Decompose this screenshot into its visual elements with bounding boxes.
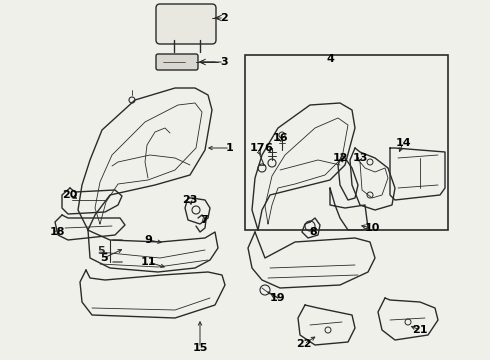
Text: 22: 22 <box>296 339 312 349</box>
Text: 13: 13 <box>352 153 368 163</box>
Text: 8: 8 <box>309 227 317 237</box>
Text: 5: 5 <box>100 253 108 263</box>
Text: 17: 17 <box>249 143 265 153</box>
Text: 12: 12 <box>332 153 348 163</box>
Text: 3: 3 <box>220 57 228 67</box>
Text: 18: 18 <box>49 227 65 237</box>
Text: 11: 11 <box>140 257 156 267</box>
FancyBboxPatch shape <box>156 54 198 70</box>
Text: 21: 21 <box>412 325 428 335</box>
Text: 1: 1 <box>226 143 234 153</box>
Text: 23: 23 <box>182 195 197 205</box>
Text: 4: 4 <box>326 54 334 64</box>
Text: 20: 20 <box>62 190 78 200</box>
Bar <box>245 55 448 230</box>
Text: 19: 19 <box>269 293 285 303</box>
Text: 16: 16 <box>272 133 288 143</box>
Text: 10: 10 <box>364 223 380 233</box>
Text: 2: 2 <box>220 13 228 23</box>
Text: 5: 5 <box>98 246 105 256</box>
Text: 14: 14 <box>395 138 411 148</box>
Text: 9: 9 <box>144 235 152 245</box>
FancyBboxPatch shape <box>156 4 216 44</box>
Text: 15: 15 <box>192 343 208 353</box>
Text: 7: 7 <box>200 215 208 225</box>
Text: 6: 6 <box>264 143 272 153</box>
